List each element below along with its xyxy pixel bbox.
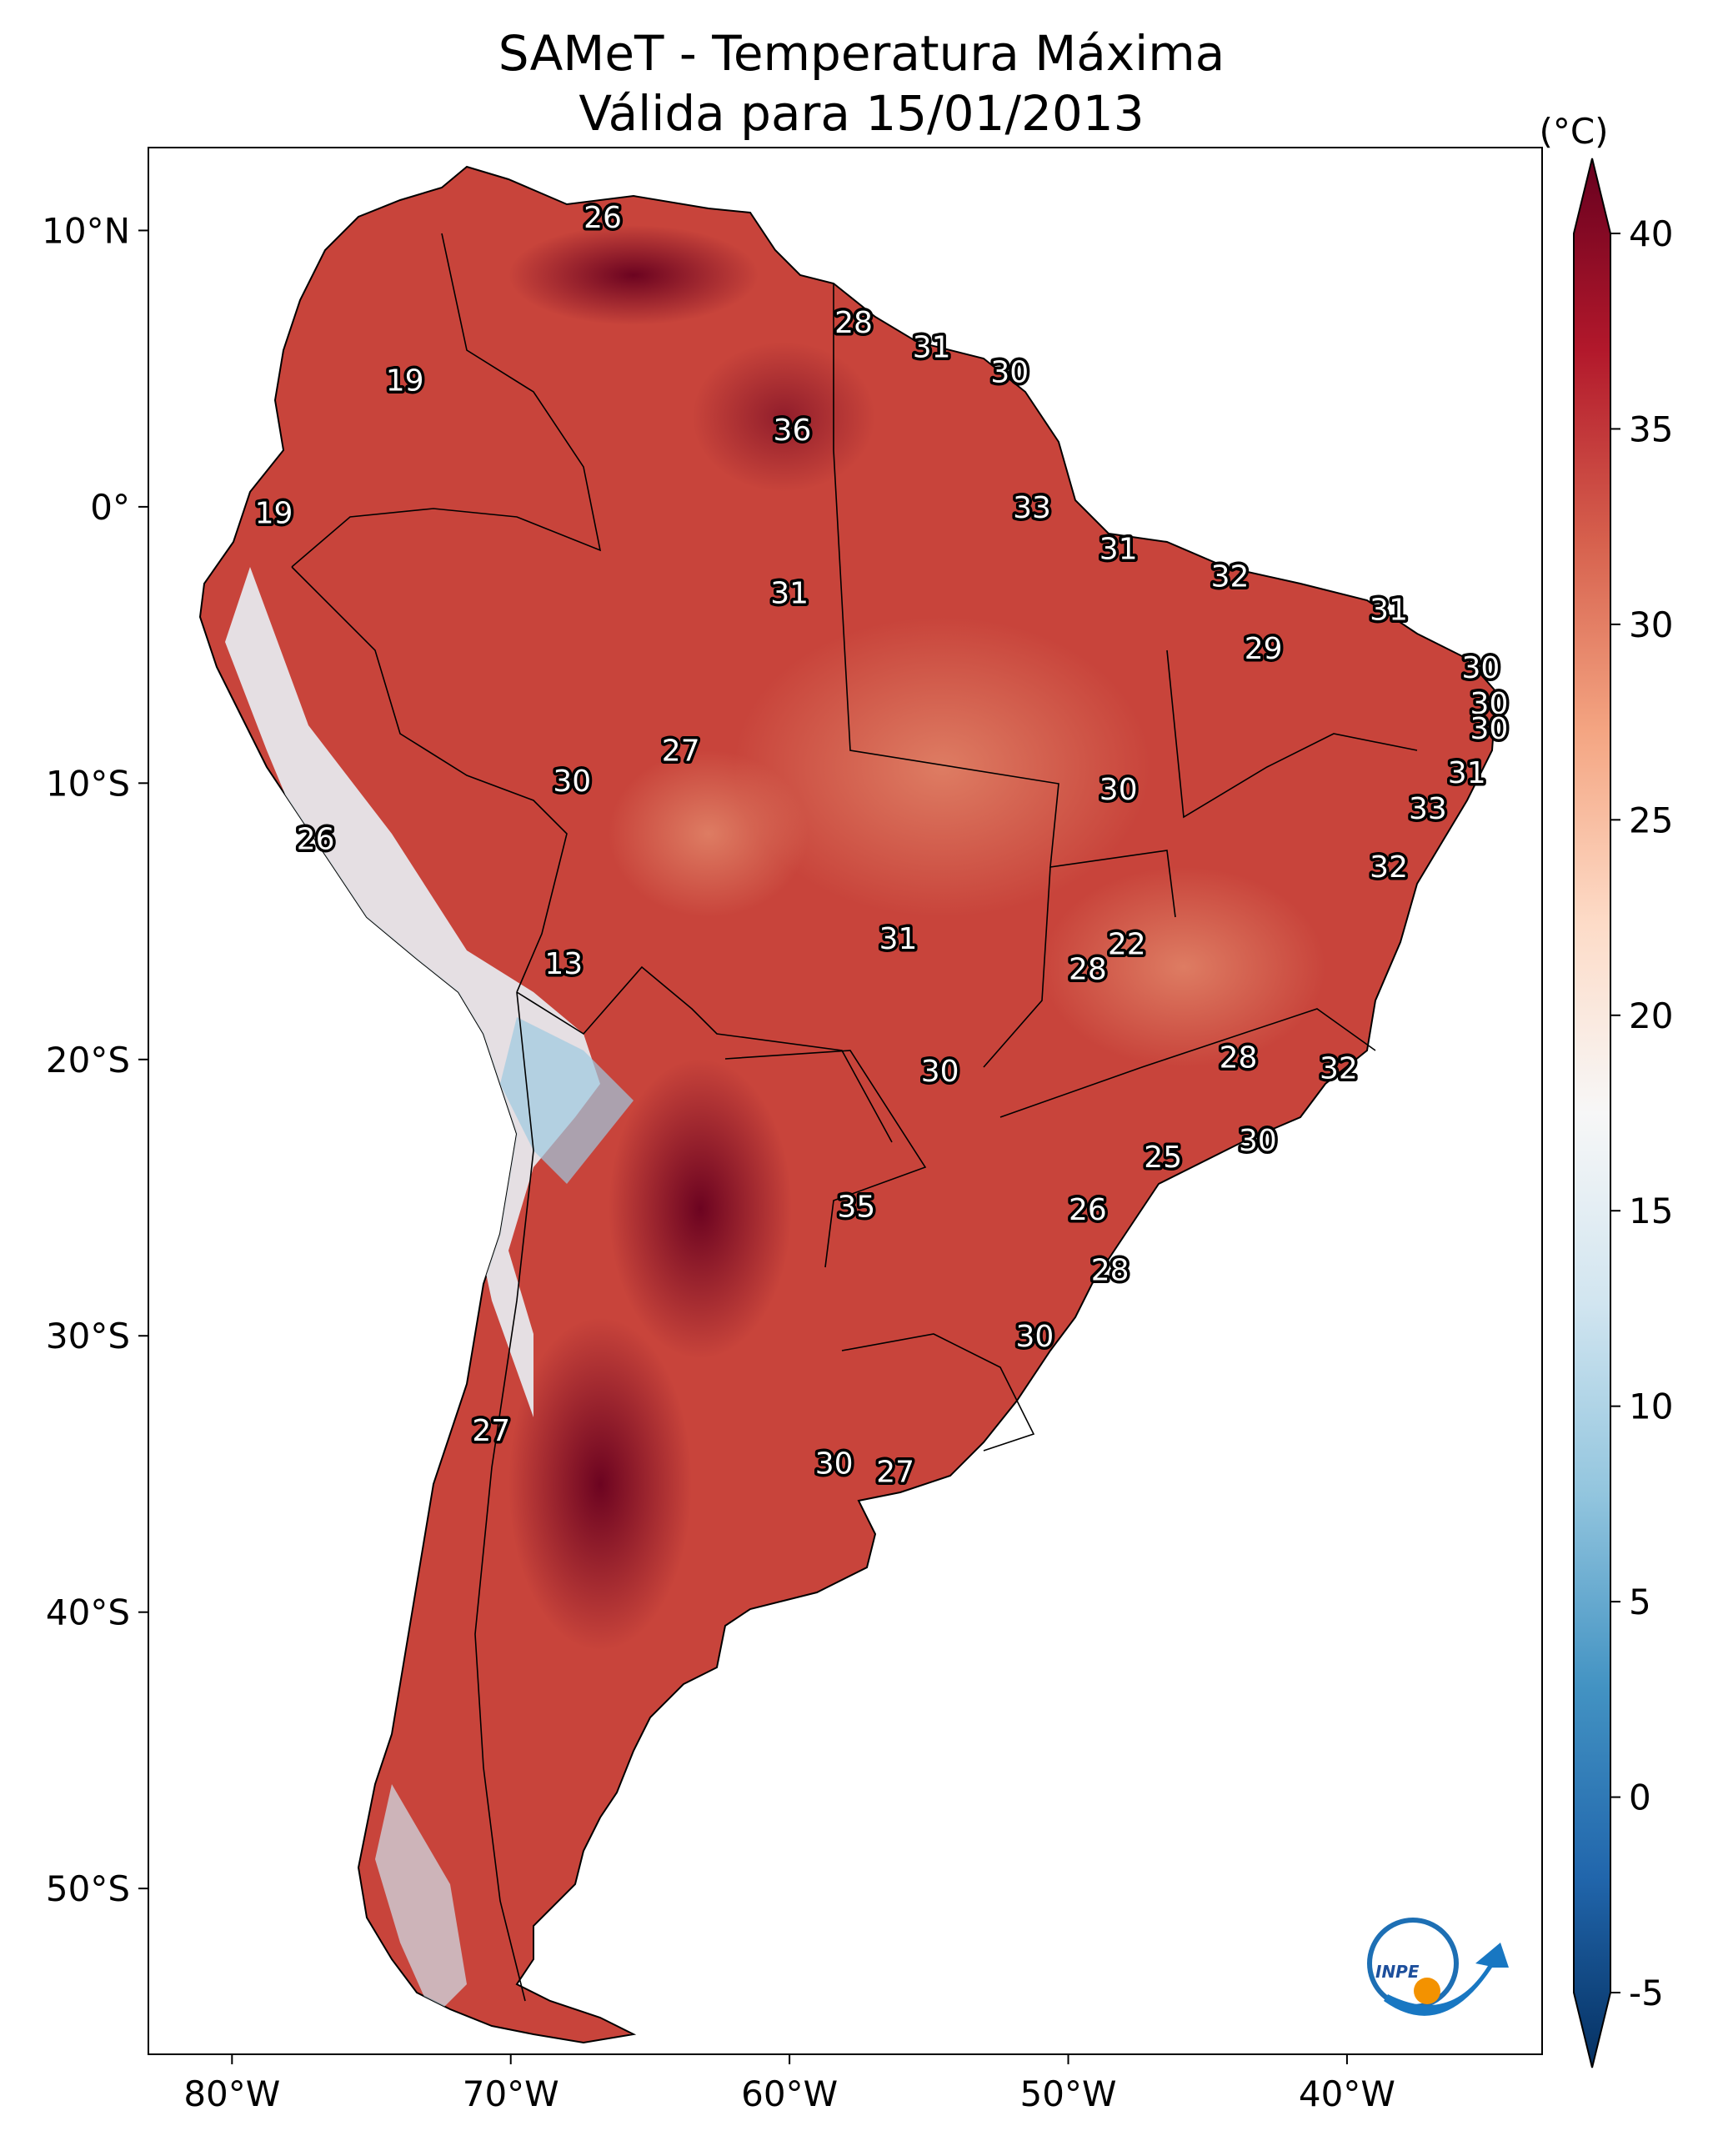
station-temperature-label: 19 — [386, 364, 424, 398]
border-goias — [983, 866, 1051, 1068]
station-temperature-label: 30 — [1015, 1320, 1054, 1354]
logo-sun-dot — [1414, 1978, 1440, 2004]
colorbar-scale — [1573, 158, 1611, 2068]
logo-arrow-icon — [1384, 1943, 1509, 2016]
colorbar-tick-label: 30 — [1629, 604, 1673, 645]
colorbar-ticks: 40 35 30 25 20 15 10 5 0 -5 — [1610, 213, 1673, 2013]
border-uruguay — [841, 1333, 1035, 1452]
station-temperature-label: 30 — [1462, 651, 1500, 685]
station-temperature-label: 22 — [1108, 928, 1146, 962]
station-temperature-label: 31 — [1448, 756, 1486, 790]
station-temperature-label: 31 — [1370, 594, 1408, 628]
lat-tick-label: 10°N — [42, 210, 130, 251]
altiplano-cold-area — [500, 1017, 634, 1184]
station-temperature-label: 26 — [584, 201, 622, 235]
colorbar-tick-label: 10 — [1629, 1386, 1673, 1427]
patagonia-cold-band — [375, 1784, 467, 2018]
station-temperature-label: 30 — [1099, 773, 1138, 807]
station-temperature-label: 27 — [876, 1456, 914, 1490]
title-line-1: SAMeT - Temperatura Máxima — [498, 25, 1225, 82]
lat-tick-label: 10°S — [46, 763, 130, 804]
station-temperature-label: 30 — [1470, 687, 1509, 721]
station-temperature-label: 31 — [879, 922, 918, 956]
border-brazil-states — [833, 283, 1176, 918]
south-america-landmass — [198, 165, 1498, 2044]
station-temperature-label: 31 — [770, 577, 809, 611]
station-temperature-label: 26 — [1069, 1193, 1107, 1227]
station-temperature-label: 19 — [255, 497, 293, 531]
station-temperature-label: 32 — [1320, 1052, 1358, 1086]
colorbar-tick-label: 15 — [1629, 1191, 1673, 1231]
longitude-axis: 80°W 70°W 60°W 50°W 40°W — [183, 2054, 1395, 2114]
station-temperature-label: 33 — [1013, 491, 1051, 525]
lat-tick-label: 40°S — [46, 1592, 130, 1633]
station-temperature-label: 35 — [837, 1190, 875, 1224]
border-peru — [291, 566, 568, 993]
colorbar-tick-label: 40 — [1629, 213, 1673, 254]
country-borders — [291, 233, 1418, 2002]
inpe-logo: INPE — [1367, 1918, 1509, 2016]
border-southeast — [999, 1008, 1376, 1118]
colorbar-tick-label: 5 — [1629, 1582, 1651, 1622]
colorbar-tick-label: 35 — [1629, 409, 1673, 449]
lon-tick-label: 40°W — [1299, 2073, 1395, 2114]
border-northeast — [1166, 649, 1418, 819]
lon-tick-label: 70°W — [463, 2073, 559, 2114]
station-temperature-label: 33 — [1409, 792, 1447, 826]
border-paraguay — [724, 1050, 927, 1268]
station-temperature-label: 30 — [815, 1447, 854, 1482]
station-temperature-label: 13 — [544, 947, 583, 981]
station-temperature-label: 28 — [1091, 1254, 1129, 1288]
station-temperature-label: 31 — [913, 331, 951, 365]
lon-tick-label: 80°W — [183, 2073, 280, 2114]
station-temperature-label: 27 — [472, 1414, 510, 1448]
station-temperature-label: 28 — [1220, 1040, 1258, 1075]
colorbar-tick-label: 0 — [1629, 1777, 1651, 1818]
station-temperature-label: 26 — [297, 823, 335, 857]
lat-tick-label: 30°S — [46, 1316, 130, 1356]
station-temperature-label: 30 — [1470, 712, 1509, 746]
colorbar-tick-label: -5 — [1629, 1973, 1664, 2013]
station-temperature-label: 30 — [990, 355, 1029, 389]
station-temperature-label: 32 — [1370, 850, 1408, 885]
station-temperature-label: 30 — [553, 765, 591, 799]
latitude-axis: 10°N 0° 10°S 20°S 30°S 40°S 50°S — [42, 210, 148, 1909]
station-temperature-label: 31 — [1099, 533, 1138, 567]
lat-tick-label: 20°S — [46, 1040, 130, 1081]
station-temperature-label: 28 — [1069, 952, 1107, 986]
lat-tick-label: 0° — [90, 487, 130, 528]
colorbar-tick-label: 20 — [1629, 995, 1673, 1036]
lon-tick-label: 50°W — [1020, 2073, 1117, 2114]
colorbar-tick-label: 25 — [1629, 800, 1673, 840]
title-line-2: Válida para 15/01/2013 — [579, 85, 1144, 142]
station-temperature-label: 30 — [1239, 1124, 1277, 1158]
colorbar: (°C) 40 35 30 25 20 15 10 5 0 -5 — [1539, 111, 1673, 2068]
station-temperature-label: 30 — [921, 1055, 959, 1089]
station-temperature-label: 36 — [774, 414, 812, 448]
station-temperature-label: 25 — [1144, 1141, 1182, 1175]
border-chile-argentina — [474, 991, 534, 2002]
station-temperature-label: 29 — [1245, 632, 1283, 666]
border-colombia — [291, 233, 602, 568]
station-temperature-label: 27 — [662, 735, 700, 769]
logo-text: INPE — [1375, 1962, 1420, 1982]
station-temperature-label: 32 — [1211, 560, 1250, 594]
lon-tick-label: 60°W — [741, 2073, 838, 2114]
station-temperature-label: 28 — [834, 306, 873, 340]
map-title: SAMeT - Temperatura Máxima Válida para 1… — [0, 23, 1723, 143]
lat-tick-label: 50°S — [46, 1868, 130, 1909]
colorbar-unit-label: (°C) — [1539, 111, 1608, 152]
